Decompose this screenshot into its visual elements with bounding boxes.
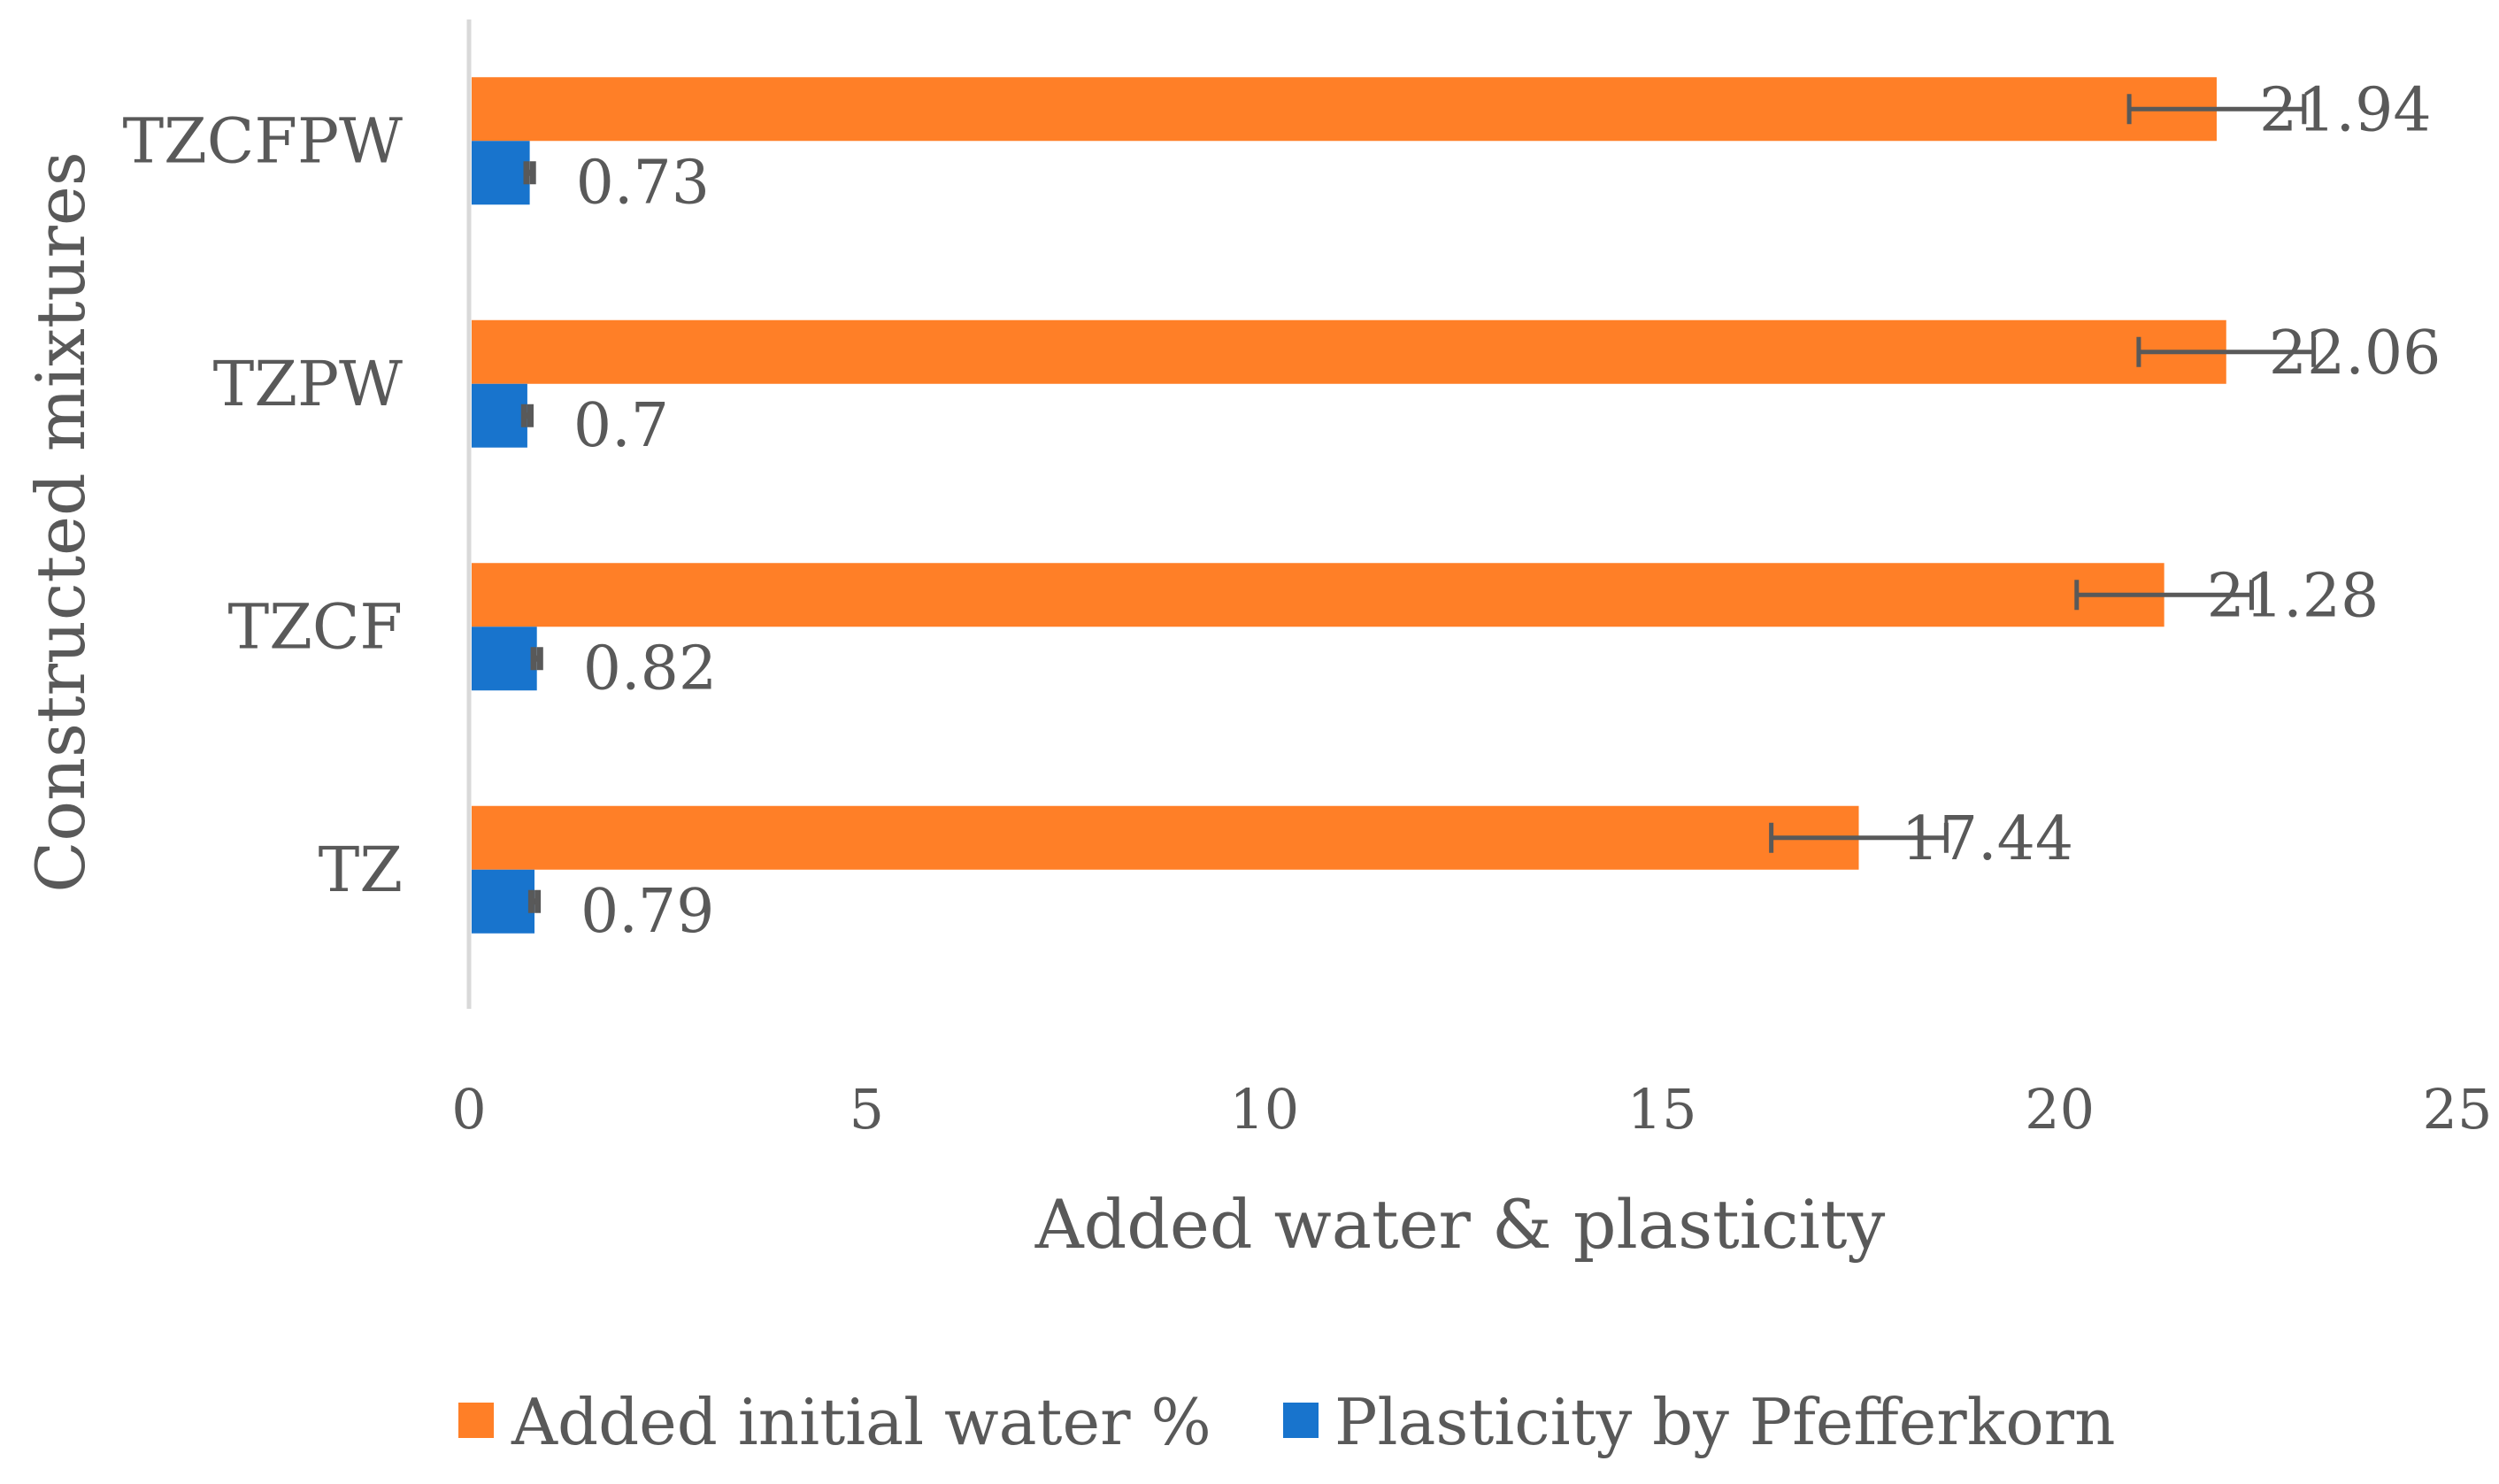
error-bar-plasticity-tzcfpw [523, 161, 536, 185]
x-tick-label: 10 [1229, 1077, 1299, 1142]
error-bars-layer [520, 94, 2317, 913]
error-bar-plasticity-tzcf [530, 647, 543, 671]
legend: Added initial water % Plasticity by Pfef… [458, 1385, 2115, 1459]
category-label-tzcf: TZCF [228, 590, 403, 663]
x-axis-title: Added water & plasticity [1034, 1185, 1886, 1264]
bar-plasticity-tzcf [472, 627, 537, 691]
x-tick-labels-layer: 0 5 10 15 20 25 [451, 1077, 2492, 1142]
category-label-tzcfpw: TZCFPW [122, 104, 403, 177]
bar-plasticity-tz [472, 869, 535, 934]
x-tick-label: 25 [2423, 1077, 2493, 1142]
x-tick-label: 5 [850, 1077, 884, 1142]
data-label-added-water-tzcfpw: 21.94 [2259, 75, 2432, 145]
data-label-plasticity-tzcfpw: 0.73 [576, 148, 710, 218]
category-labels-layer: TZ TZCF TZPW TZCFPW [122, 104, 403, 906]
data-label-added-water-tzpw: 22.06 [2269, 319, 2441, 388]
bars-layer [472, 77, 2226, 934]
error-bar-added-water-tzcfpw [2126, 94, 2307, 125]
category-label-tzpw: TZPW [213, 348, 403, 420]
error-bar-plasticity-tz [527, 889, 542, 913]
legend-label-added-water: Added initial water % [511, 1385, 1211, 1459]
data-label-added-water-tz: 17.44 [1902, 804, 2074, 874]
bar-added-water-tzcf [472, 563, 2165, 627]
category-label-tz: TZ [319, 834, 403, 906]
x-tick-label: 15 [1627, 1077, 1697, 1142]
legend-swatch-plasticity [1283, 1403, 1319, 1438]
bar-added-water-tzpw [472, 319, 2226, 384]
bar-added-water-tz [472, 805, 1859, 870]
data-labels-layer: 17.44 0.79 21.28 0.82 22.06 0.7 21.94 0.73 [573, 75, 2441, 947]
data-label-added-water-tzcf: 21.28 [2207, 561, 2380, 631]
error-bar-added-water-tzpw [2136, 336, 2317, 367]
data-label-plasticity-tzcf: 0.82 [583, 634, 717, 704]
bar-added-water-tzcfpw [472, 77, 2217, 142]
error-bar-added-water-tzcf [2074, 580, 2255, 611]
legend-swatch-added-water [458, 1403, 494, 1438]
legend-label-plasticity: Plasticity by Pfefferkorn [1334, 1385, 2115, 1459]
y-axis-title: Constructed mixtures [21, 151, 100, 893]
bar-plasticity-tzpw [472, 383, 527, 448]
data-label-plasticity-tz: 0.79 [581, 877, 714, 947]
error-bar-added-water-tz [1769, 822, 1949, 853]
x-tick-label: 20 [2025, 1077, 2095, 1142]
bar-plasticity-tzcfpw [472, 141, 530, 205]
x-tick-label: 0 [451, 1077, 486, 1142]
error-bar-plasticity-tzpw [520, 404, 534, 427]
data-label-plasticity-tzpw: 0.7 [573, 391, 669, 461]
